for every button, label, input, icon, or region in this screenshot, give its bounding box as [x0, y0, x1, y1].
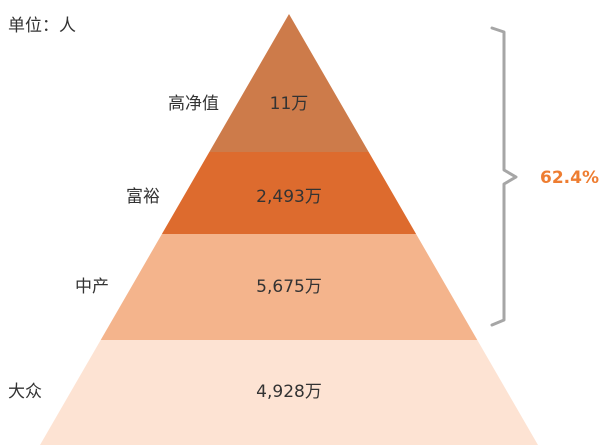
tier-name-high-net-worth: 高净值	[168, 94, 219, 114]
tier-middle-class	[100, 234, 478, 340]
tier-name-affluent: 富裕	[126, 187, 160, 207]
tier-affluent	[161, 152, 417, 234]
tier-high-net-worth	[209, 14, 369, 152]
share-percent-label: 62.4%	[540, 168, 599, 188]
tier-value-affluent: 2,493万	[256, 187, 322, 207]
unit-label: 单位：人	[8, 16, 76, 36]
tier-name-mass: 大众	[8, 382, 42, 402]
tier-mass	[40, 340, 538, 445]
share-bracket	[490, 26, 518, 327]
tier-value-mass: 4,928万	[256, 382, 322, 402]
tier-name-middle-class: 中产	[75, 277, 109, 297]
tier-value-high-net-worth: 11万	[270, 94, 309, 114]
tier-value-middle-class: 5,675万	[256, 277, 322, 297]
